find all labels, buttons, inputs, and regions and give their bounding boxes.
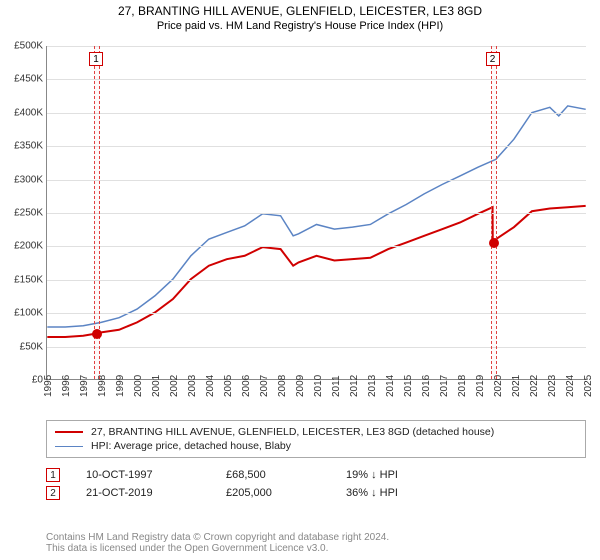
y-tick-label: £400K	[14, 107, 47, 118]
x-tick-label: 2006	[241, 375, 252, 397]
data-point-dot	[92, 329, 102, 339]
annotations-block: 1 10-OCT-1997 £68,500 19% ↓ HPI 2 21-OCT…	[46, 466, 586, 502]
legend-swatch	[55, 446, 83, 447]
x-tick-label: 2012	[349, 375, 360, 397]
x-tick-label: 2000	[133, 375, 144, 397]
x-tick-label: 1995	[43, 375, 54, 397]
x-tick-label: 2017	[439, 375, 450, 397]
y-tick-label: £450K	[14, 74, 47, 85]
annotation-row: 2 21-OCT-2019 £205,000 36% ↓ HPI	[46, 484, 586, 502]
x-tick-label: 2009	[295, 375, 306, 397]
y-tick-label: £350K	[14, 141, 47, 152]
event-band	[491, 46, 497, 379]
gridline	[47, 146, 586, 147]
x-tick-label: 2010	[313, 375, 324, 397]
x-tick-label: 1997	[79, 375, 90, 397]
event-marker-icon: 2	[486, 52, 500, 66]
y-tick-label: £150K	[14, 274, 47, 285]
y-tick-label: £300K	[14, 174, 47, 185]
annotation-date: 21-OCT-2019	[86, 487, 216, 499]
annotation-marker-icon: 2	[46, 486, 60, 500]
titles: 27, BRANTING HILL AVENUE, GLENFIELD, LEI…	[0, 0, 600, 32]
y-tick-label: £200K	[14, 241, 47, 252]
x-tick-label: 2004	[205, 375, 216, 397]
series-line	[47, 106, 585, 327]
annotation-price: £205,000	[226, 487, 336, 499]
y-tick-label: £250K	[14, 208, 47, 219]
gridline	[47, 246, 586, 247]
gridline	[47, 313, 586, 314]
plot-area: £0£50K£100K£150K£200K£250K£300K£350K£400…	[46, 46, 586, 380]
data-point-dot	[489, 238, 499, 248]
series-line	[47, 206, 585, 337]
annotation-delta: 19% ↓ HPI	[346, 469, 466, 481]
x-tick-label: 2008	[277, 375, 288, 397]
x-tick-label: 2022	[529, 375, 540, 397]
gridline	[47, 213, 586, 214]
x-tick-label: 1999	[115, 375, 126, 397]
legend-item: 27, BRANTING HILL AVENUE, GLENFIELD, LEI…	[55, 425, 577, 439]
x-tick-label: 2019	[475, 375, 486, 397]
x-tick-label: 2013	[367, 375, 378, 397]
y-tick-label: £50K	[20, 341, 47, 352]
legend-box: 27, BRANTING HILL AVENUE, GLENFIELD, LEI…	[46, 420, 586, 458]
annotation-marker-icon: 1	[46, 468, 60, 482]
gridline	[47, 347, 586, 348]
annotation-delta: 36% ↓ HPI	[346, 487, 466, 499]
gridline	[47, 113, 586, 114]
x-tick-label: 2003	[187, 375, 198, 397]
y-tick-label: £500K	[14, 41, 47, 52]
footer-attribution: Contains HM Land Registry data © Crown c…	[46, 532, 586, 554]
gridline	[47, 79, 586, 80]
legend-label: 27, BRANTING HILL AVENUE, GLENFIELD, LEI…	[91, 426, 494, 438]
footer-line: This data is licensed under the Open Gov…	[46, 543, 586, 554]
gridline	[47, 280, 586, 281]
annotation-price: £68,500	[226, 469, 336, 481]
x-tick-label: 2015	[403, 375, 414, 397]
event-marker-icon: 1	[89, 52, 103, 66]
chart-container: 27, BRANTING HILL AVENUE, GLENFIELD, LEI…	[0, 0, 600, 560]
annotation-date: 10-OCT-1997	[86, 469, 216, 481]
x-tick-label: 2016	[421, 375, 432, 397]
x-tick-label: 1996	[61, 375, 72, 397]
footer-line: Contains HM Land Registry data © Crown c…	[46, 532, 586, 543]
y-tick-label: £100K	[14, 308, 47, 319]
x-tick-label: 2021	[511, 375, 522, 397]
gridline	[47, 46, 586, 47]
x-tick-label: 2014	[385, 375, 396, 397]
chart-title: 27, BRANTING HILL AVENUE, GLENFIELD, LEI…	[0, 4, 600, 18]
annotation-row: 1 10-OCT-1997 £68,500 19% ↓ HPI	[46, 466, 586, 484]
x-tick-label: 2002	[169, 375, 180, 397]
x-tick-label: 2018	[457, 375, 468, 397]
x-tick-label: 2001	[151, 375, 162, 397]
x-tick-label: 2023	[547, 375, 558, 397]
legend-swatch	[55, 431, 83, 433]
x-tick-label: 2011	[331, 375, 342, 397]
chart-subtitle: Price paid vs. HM Land Registry's House …	[0, 20, 600, 32]
x-tick-label: 2005	[223, 375, 234, 397]
gridline	[47, 180, 586, 181]
x-tick-label: 2024	[565, 375, 576, 397]
legend-item: HPI: Average price, detached house, Blab…	[55, 439, 577, 453]
x-tick-label: 2007	[259, 375, 270, 397]
x-tick-label: 2025	[583, 375, 594, 397]
legend-label: HPI: Average price, detached house, Blab…	[91, 440, 291, 452]
